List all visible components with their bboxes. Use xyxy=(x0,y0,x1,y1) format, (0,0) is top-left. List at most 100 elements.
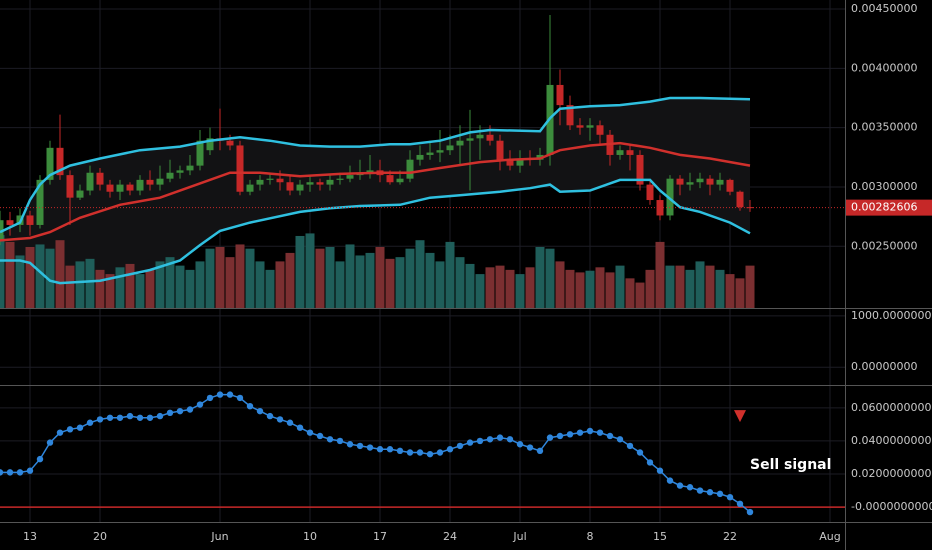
indicator-point xyxy=(506,436,514,443)
indicator-point xyxy=(556,432,564,440)
indicator-point xyxy=(626,442,634,450)
indicator-point xyxy=(686,484,694,491)
candle-body xyxy=(416,154,424,160)
candle-body xyxy=(736,191,744,208)
candle-body xyxy=(496,140,504,160)
indicator-point xyxy=(0,469,4,476)
candle-body xyxy=(256,179,264,185)
candle-body xyxy=(706,178,714,185)
indicator-point xyxy=(46,439,54,446)
indicator-point xyxy=(186,406,194,413)
volume-bar xyxy=(655,241,665,308)
candle-body xyxy=(76,190,84,198)
volume-bar xyxy=(535,246,545,308)
indicator-point xyxy=(296,424,304,431)
candle-body xyxy=(186,165,194,171)
volume-bar xyxy=(425,252,435,308)
candle-body xyxy=(456,140,464,146)
volume-bar xyxy=(605,272,615,308)
indicator-point xyxy=(616,436,624,443)
indicator-point xyxy=(206,394,214,402)
candle-body xyxy=(66,175,74,198)
indicator-point xyxy=(516,441,524,448)
indicator-point xyxy=(636,449,644,456)
indicator-point xyxy=(76,424,84,431)
candle-body xyxy=(696,178,704,183)
x-tick-label: Jul xyxy=(512,530,526,543)
indicator-point xyxy=(536,447,544,455)
volume-bar xyxy=(525,267,535,308)
indicator-point xyxy=(176,407,184,415)
band-fill xyxy=(0,98,750,284)
indicator-point xyxy=(446,446,454,453)
candle-body xyxy=(296,184,304,191)
indicator-point xyxy=(476,437,484,445)
indicator-point xyxy=(346,441,354,448)
volume-bar xyxy=(745,265,755,308)
sell-signal-marker xyxy=(734,410,746,423)
volume-bar xyxy=(585,270,595,308)
candle-body xyxy=(506,159,514,166)
x-tick-label: 10 xyxy=(303,530,317,543)
indicator-point xyxy=(706,489,714,496)
candle-body xyxy=(236,145,244,192)
volume-bar xyxy=(435,261,445,308)
volume-bar xyxy=(295,235,305,308)
indicator-line xyxy=(0,393,751,513)
candle-body xyxy=(676,178,684,185)
candle-body xyxy=(246,184,254,192)
y-tick-label: 0.00450000 xyxy=(851,2,917,15)
indicator-point xyxy=(406,449,414,456)
indicator-point xyxy=(146,414,154,421)
volume-bar xyxy=(205,248,215,308)
indicator-point xyxy=(526,444,534,451)
indicator-point xyxy=(416,449,424,456)
indicator-point xyxy=(606,432,614,440)
indicator-point xyxy=(396,447,404,455)
volume-bar xyxy=(225,257,235,308)
volume-bar xyxy=(265,269,275,308)
indicator-point xyxy=(736,500,744,508)
indicator-point xyxy=(426,450,434,458)
volume-bar xyxy=(705,265,715,308)
indicator-point xyxy=(36,455,44,463)
candle-body xyxy=(396,178,404,183)
indicator-point xyxy=(316,432,324,440)
indicator-point xyxy=(716,490,724,498)
x-tick-label: 24 xyxy=(443,530,457,543)
indicator-point xyxy=(276,416,284,423)
indicator-point xyxy=(726,493,734,501)
x-tick-label: 20 xyxy=(93,530,107,543)
candle-body xyxy=(436,150,444,153)
candle-body xyxy=(626,150,634,155)
y-tick-label: 0.0400000000 xyxy=(851,434,931,447)
volume-bar xyxy=(575,272,585,308)
volume-bar xyxy=(675,265,685,308)
indicator-point xyxy=(86,419,94,426)
volume-bar xyxy=(145,269,155,308)
indicator-point xyxy=(596,429,604,436)
candle-body xyxy=(106,184,114,192)
volume-bar xyxy=(385,258,395,308)
volume-bar xyxy=(555,261,565,308)
candle-body xyxy=(226,140,234,146)
volume-bar xyxy=(235,244,245,308)
volume-bar xyxy=(465,263,475,308)
volume-bar xyxy=(405,248,415,308)
volume-bar xyxy=(35,244,45,308)
indicator-point xyxy=(246,402,254,410)
indicator-point xyxy=(6,469,14,476)
candle-body xyxy=(166,172,174,179)
indicator-point xyxy=(96,416,104,423)
candle-body xyxy=(156,178,164,185)
indicator-point xyxy=(116,414,124,421)
indicator-point xyxy=(696,487,704,494)
candle-body xyxy=(206,138,214,151)
annotation: Sell signal xyxy=(750,457,831,473)
y-tick-label: 0.00250000 xyxy=(851,239,917,252)
y-tick-label: 0.00350000 xyxy=(851,121,917,134)
band-line xyxy=(0,178,751,285)
volume-bar xyxy=(155,261,165,308)
y-tick-label: 0.00400000 xyxy=(851,61,917,74)
candle-body xyxy=(636,154,644,185)
